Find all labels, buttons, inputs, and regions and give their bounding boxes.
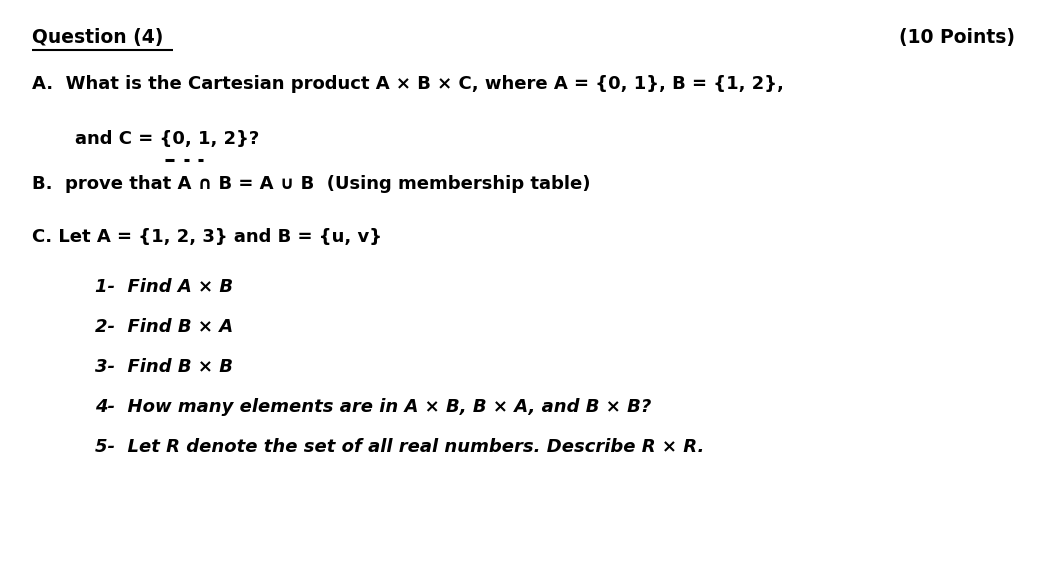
Text: (10 Points): (10 Points) (899, 28, 1015, 47)
Text: 3-  Find B × B: 3- Find B × B (95, 358, 233, 376)
Text: B.  prove that A ∩ B = A ∪ B  (Using membership table): B. prove that A ∩ B = A ∪ B (Using membe… (32, 175, 590, 193)
Text: and C = {0, 1, 2}?: and C = {0, 1, 2}? (75, 130, 259, 148)
Text: 5-  Let R denote the set of all real numbers. Describe R × R.: 5- Let R denote the set of all real numb… (95, 438, 704, 456)
Text: 4-  How many elements are in A × B, B × A, and B × B?: 4- How many elements are in A × B, B × A… (95, 398, 651, 416)
Text: A.  What is the Cartesian product A × B × C, where A = {0, 1}, B = {1, 2},: A. What is the Cartesian product A × B ×… (32, 75, 784, 93)
Text: C. Let A = {1, 2, 3} and B = {u, v}: C. Let A = {1, 2, 3} and B = {u, v} (32, 228, 382, 246)
Text: Question (4): Question (4) (32, 28, 163, 47)
Text: 2-  Find B × A: 2- Find B × A (95, 318, 233, 336)
Text: 1-  Find A × B: 1- Find A × B (95, 278, 233, 296)
